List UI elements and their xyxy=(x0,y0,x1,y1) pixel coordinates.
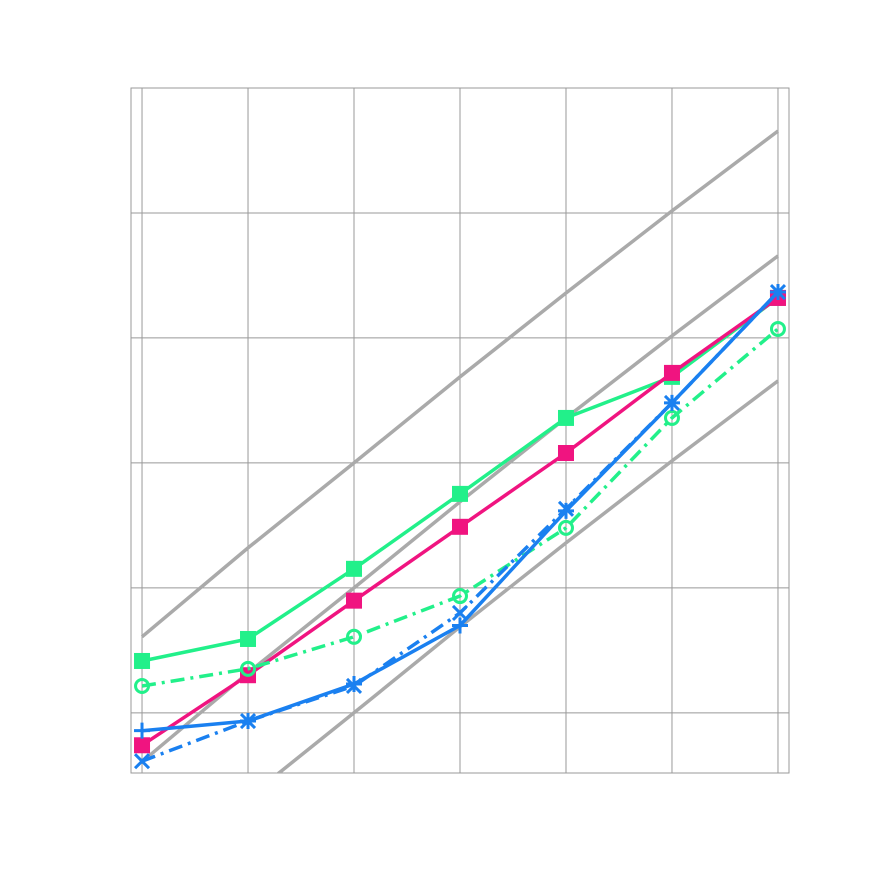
marker xyxy=(134,737,151,754)
marker xyxy=(769,283,787,301)
marker xyxy=(452,617,468,634)
marker xyxy=(452,485,468,502)
marker xyxy=(240,630,257,647)
marker xyxy=(346,592,363,609)
marker xyxy=(239,712,257,730)
marker xyxy=(240,660,257,677)
marker xyxy=(452,518,468,535)
marker xyxy=(663,394,681,411)
marker xyxy=(346,628,363,645)
marker xyxy=(663,409,680,426)
series-line xyxy=(141,327,780,688)
marker xyxy=(451,604,469,622)
marker xyxy=(557,409,574,426)
marker xyxy=(134,722,151,739)
plot-frame xyxy=(130,87,790,774)
marker xyxy=(345,677,363,695)
marker xyxy=(557,445,574,462)
marker xyxy=(134,652,151,669)
marker xyxy=(557,500,575,517)
marker xyxy=(663,364,680,381)
marker xyxy=(133,753,151,770)
marker xyxy=(346,560,363,577)
marker xyxy=(134,677,151,694)
marker xyxy=(557,519,574,536)
marker xyxy=(769,320,786,337)
marker xyxy=(452,588,468,605)
plot-area xyxy=(133,129,787,773)
series-line xyxy=(140,129,780,639)
